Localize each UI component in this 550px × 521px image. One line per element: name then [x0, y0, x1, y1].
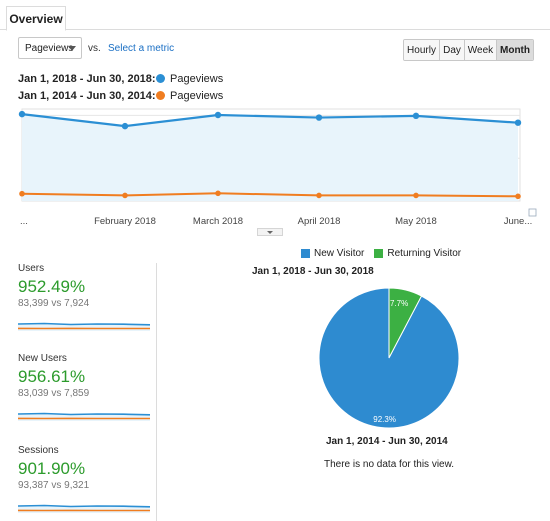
scorecard-percent-change: 901.90%: [18, 459, 86, 478]
pie-slice-label: 7.7%: [390, 299, 408, 308]
scorecard-percent-change: 956.61%: [18, 367, 86, 386]
series-area: [22, 114, 518, 201]
series-line-previous: [21, 192, 519, 198]
data-point[interactable]: [412, 112, 420, 120]
scorecard-percent-change: 952.49%: [18, 277, 86, 296]
series-dot-icon: [156, 74, 165, 83]
scorecard-new-users[interactable]: New Users 956.61% 83,039 vs 7,859: [18, 353, 158, 428]
date-range-label: Jan 1, 2014 - Jun 30, 2014:: [18, 90, 156, 102]
data-point[interactable]: [316, 192, 322, 199]
visitor-type-pie-chart: 7.7% 92.3%: [318, 287, 460, 429]
date-range-previous: Jan 1, 2014 - Jun 30, 2014: Pageviews: [18, 90, 223, 102]
chevron-down-icon: [68, 46, 76, 51]
vs-label: vs.: [88, 43, 101, 54]
scorecard-title: Users: [18, 263, 45, 274]
scorecard-comparison: 83,399 vs 7,924: [18, 298, 90, 309]
data-point[interactable]: [121, 122, 129, 130]
legend-swatch-icon: [374, 249, 384, 258]
series-line-current: [21, 113, 519, 128]
no-data-message: There is no data for this view.: [324, 459, 455, 470]
period-month-button[interactable]: Month: [497, 40, 533, 60]
select-metric-link[interactable]: Select a metric: [108, 43, 175, 54]
period-day-button[interactable]: Day: [440, 40, 465, 60]
data-point[interactable]: [315, 114, 323, 121]
date-range-metric: Pageviews: [170, 90, 224, 102]
series-dot-icon: [156, 91, 165, 100]
sparkline-current: [18, 412, 150, 416]
data-point[interactable]: [413, 192, 419, 199]
scorecard-sparkline: [18, 504, 150, 513]
data-point[interactable]: [514, 119, 522, 126]
tab-bar: Overview: [0, 0, 550, 31]
tab-overview[interactable]: Overview: [6, 6, 66, 31]
scorecard-sessions[interactable]: Sessions 901.90% 93,387 vs 9,321: [18, 445, 158, 520]
metric-dropdown[interactable]: Pageviews: [18, 37, 82, 59]
legend-swatch-icon: [301, 249, 310, 258]
scorecard-comparison: 83,039 vs 7,859: [18, 388, 90, 399]
annotation-toggle-icon[interactable]: [528, 208, 537, 217]
scorecard-users[interactable]: Users 952.49% 83,399 vs 7,924: [18, 263, 158, 338]
legend-label: New Visitor: [314, 248, 365, 259]
scorecard-comparison: 93,387 vs 9,321: [18, 480, 90, 491]
scorecard-title: Sessions: [18, 445, 59, 456]
scorecard-sparkline: [18, 322, 150, 331]
data-point[interactable]: [122, 192, 128, 199]
sparkline-current: [18, 504, 150, 508]
period-hourly-button[interactable]: Hourly: [404, 40, 440, 60]
date-range-label: Jan 1, 2018 - Jun 30, 2018:: [18, 73, 156, 85]
pie-slice[interactable]: [318, 287, 460, 429]
x-tick-label: May 2018: [395, 216, 437, 227]
date-range-metric: Pageviews: [170, 73, 224, 85]
period-week-button[interactable]: Week: [465, 40, 497, 60]
pie-date-range-previous: Jan 1, 2014 - Jun 30, 2014: [326, 436, 448, 447]
x-tick-label: March 2018: [193, 216, 243, 227]
legend-item-returning-visitor[interactable]: Returning Visitor: [374, 248, 461, 259]
pie-date-range-current: Jan 1, 2018 - Jun 30, 2018: [252, 266, 374, 277]
x-tick-label: June...: [504, 216, 533, 227]
legend-item-new-visitor[interactable]: New Visitor: [301, 248, 364, 259]
chart-collapse-handle[interactable]: [257, 228, 283, 236]
pie-legend: New Visitor Returning Visitor: [301, 248, 471, 259]
data-point[interactable]: [214, 111, 222, 119]
data-point[interactable]: [515, 193, 521, 200]
caret-down-icon: [267, 230, 273, 234]
data-point[interactable]: [19, 190, 25, 197]
legend-label: Returning Visitor: [387, 248, 462, 259]
x-tick-label: ...: [20, 216, 28, 227]
date-range-current: Jan 1, 2018 - Jun 30, 2018: Pageviews: [18, 73, 223, 85]
data-point[interactable]: [215, 190, 221, 197]
x-tick-label: February 2018: [94, 216, 156, 227]
metric-dropdown-value: Pageviews: [25, 42, 74, 54]
pie-slice-label: 92.3%: [373, 415, 396, 424]
x-tick-label: April 2018: [298, 216, 341, 227]
scorecard-sparkline: [18, 412, 150, 421]
scorecard-divider: [156, 263, 157, 521]
scorecard-title: New Users: [18, 353, 67, 364]
sparkline-current: [18, 322, 150, 326]
period-toggle-group: Hourly Day Week Month: [403, 39, 534, 61]
data-point[interactable]: [18, 110, 26, 118]
